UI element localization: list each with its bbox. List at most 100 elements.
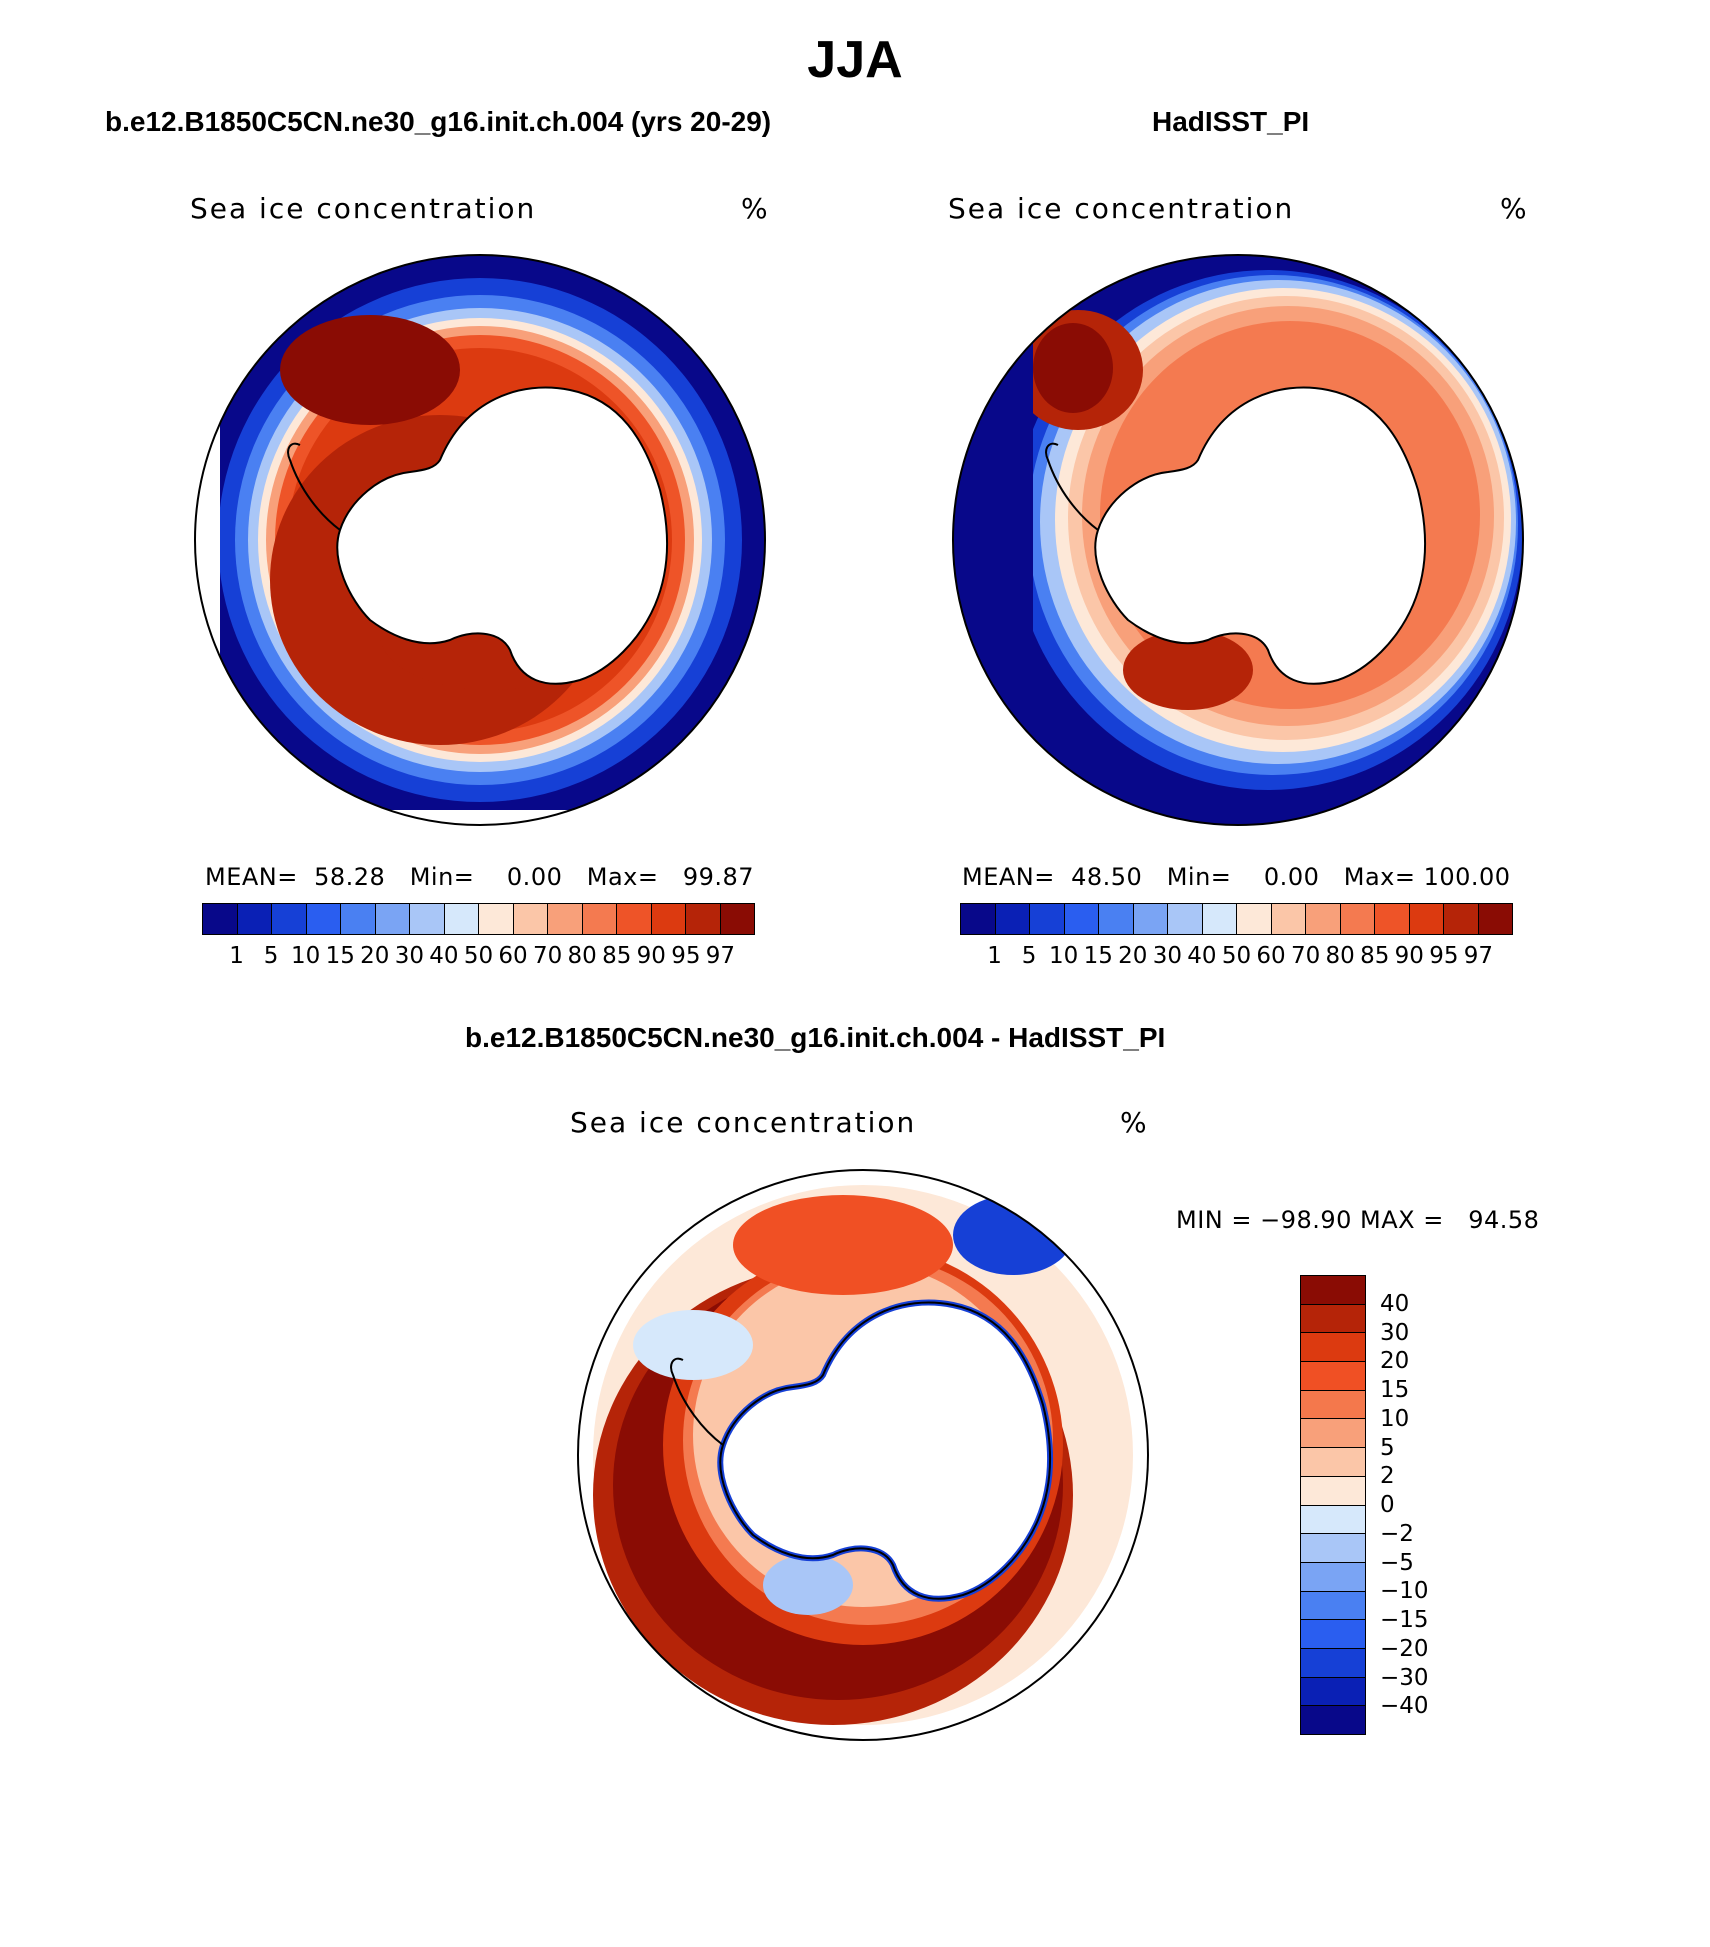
right-colorbar-tick-label: 60: [1256, 943, 1286, 969]
diff-colorbar-swatch: [1301, 1562, 1365, 1592]
right-stats: MEAN= 48.50 Min= 0.00 Max= 100.00: [962, 863, 1511, 891]
diff-colorbar-tick-label: 30: [1380, 1319, 1410, 1346]
right-polar-map: [952, 254, 1524, 826]
right-colorbar-swatch: [995, 904, 1030, 934]
left-colorbar-tick-label: 95: [671, 943, 701, 969]
left-colorbar-swatch: [444, 904, 479, 934]
right-colorbar-tick-label: 15: [1083, 943, 1113, 969]
right-colorbar-tick-label: 95: [1429, 943, 1459, 969]
left-variable-label: Sea ice concentration: [190, 192, 537, 225]
right-colorbar-tick-label: 30: [1152, 943, 1183, 969]
right-colorbar-swatch: [1478, 904, 1512, 934]
left-colorbar-tick-label: 30: [394, 943, 425, 969]
left-colorbar-tick-label: 40: [429, 943, 459, 969]
diff-colorbar-swatch: [1301, 1362, 1365, 1391]
diff-colorbar-tick-label: −15: [1380, 1607, 1429, 1633]
diff-colorbar-tick-label: −40: [1380, 1693, 1429, 1720]
left-colorbar-tick-label: 1: [229, 943, 244, 969]
right-unit-label: %: [1500, 192, 1527, 225]
left-colorbar-swatch: [203, 904, 238, 934]
right-colorbar: [960, 903, 1513, 935]
diff-colorbar-tick-label: 40: [1380, 1290, 1410, 1317]
right-colorbar-tick-label: 80: [1325, 943, 1355, 969]
diff-colorbar: [1300, 1275, 1366, 1735]
diff-colorbar-tick-label: 0: [1380, 1492, 1395, 1518]
diff-colorbar-swatch: [1301, 1648, 1365, 1678]
diff-colorbar-swatch: [1301, 1448, 1365, 1477]
diff-colorbar-tick-label: −30: [1380, 1664, 1429, 1691]
diff-colorbar-swatch: [1301, 1419, 1365, 1449]
left-colorbar-swatch: [720, 904, 754, 934]
right-colorbar-swatch: [1133, 904, 1168, 934]
diff-colorbar-tick-label: 5: [1380, 1434, 1395, 1461]
right-colorbar-tick-label: 20: [1118, 943, 1148, 969]
diff-colorbar-swatch: [1301, 1333, 1365, 1363]
diff-unit-label: %: [1120, 1106, 1147, 1139]
diff-colorbar-swatch: [1301, 1276, 1365, 1305]
left-colorbar-swatch: [651, 904, 686, 934]
left-colorbar-tick-label: 20: [360, 943, 390, 969]
left-colorbar-tick-label: 5: [263, 943, 279, 969]
diff-colorbar-swatch: [1301, 1390, 1365, 1420]
right-colorbar-swatch: [1237, 904, 1272, 934]
right-panel-title: HadISST_PI: [1152, 106, 1310, 137]
left-colorbar-swatch: [375, 904, 410, 934]
diff-colorbar-swatch: [1301, 1677, 1365, 1707]
right-variable-label: Sea ice concentration: [948, 192, 1295, 225]
right-colorbar-tick-label: 97: [1463, 943, 1494, 969]
left-colorbar-swatch: [237, 904, 272, 934]
right-colorbar-ticks: 1 5 10 15 20 30 40 50 60 70 80 85 90 95 97: [960, 943, 1513, 973]
figure-title: JJA: [807, 31, 903, 89]
diff-colorbar-tick-label: −10: [1380, 1578, 1429, 1605]
right-colorbar-swatch: [1271, 904, 1306, 934]
right-colorbar-tick-label: 5: [1021, 943, 1037, 969]
right-colorbar-swatch: [1030, 904, 1065, 934]
left-stats: MEAN= 58.28 Min= 0.00 Max= 99.87: [205, 863, 755, 891]
right-colorbar-swatch: [1444, 904, 1479, 934]
diff-colorbar-tick-label: 15: [1380, 1377, 1410, 1403]
diff-colorbar-swatch: [1301, 1476, 1365, 1506]
diff-colorbar-swatch: [1301, 1304, 1365, 1334]
diff-colorbar-tick-label: 2: [1380, 1463, 1395, 1490]
diff-colorbar-swatch: [1301, 1620, 1365, 1649]
left-colorbar-tick-label: 70: [532, 943, 563, 969]
left-colorbar-swatch: [548, 904, 583, 934]
diff-colorbar-ticks: 40 30 20 15 10 5 2 0 −2 −5 −10 −15 −20 −30 −40: [1380, 1275, 1460, 1735]
right-colorbar-tick-label: 90: [1394, 943, 1424, 969]
right-colorbar-tick-label: 85: [1360, 943, 1390, 969]
right-colorbar-swatch: [1099, 904, 1134, 934]
diff-colorbar-swatch: [1301, 1505, 1365, 1535]
diff-colorbar-tick-label: −20: [1380, 1635, 1429, 1662]
diff-panel-title: b.e12.B1850C5CN.ne30_g16.init.ch.004 - H…: [465, 1022, 1166, 1053]
right-colorbar-swatch: [1168, 904, 1203, 934]
right-colorbar-swatch: [961, 904, 996, 934]
diff-colorbar-swatch: [1301, 1591, 1365, 1621]
right-colorbar-swatch: [1202, 904, 1237, 934]
left-colorbar-tick-label: 15: [325, 943, 355, 969]
diff-stats: MIN = −98.90 MAX = 94.58: [1176, 1206, 1540, 1234]
right-colorbar-swatch: [1306, 904, 1341, 934]
left-antarctica-outline: [336, 386, 668, 685]
diff-colorbar-swatch: [1301, 1706, 1365, 1734]
diff-colorbar-swatch: [1301, 1534, 1365, 1563]
right-colorbar-tick-label: 1: [987, 943, 1002, 969]
diff-colorbar-tick-label: 20: [1380, 1348, 1410, 1375]
right-antarctica-outline: [1094, 386, 1426, 685]
right-colorbar-swatch: [1064, 904, 1099, 934]
left-colorbar-tick-label: 97: [705, 943, 736, 969]
left-colorbar-swatch: [513, 904, 548, 934]
left-colorbar-ticks: 1 5 10 15 20 30 40 50 60 70 80 85 90 95 97: [202, 943, 755, 973]
left-polar-map: [194, 254, 766, 826]
right-colorbar-swatch: [1375, 904, 1410, 934]
left-unit-label: %: [741, 192, 768, 225]
diff-polar-map: [577, 1169, 1149, 1741]
left-colorbar-tick-label: 50: [463, 943, 494, 969]
right-colorbar-tick-label: 10: [1049, 943, 1079, 969]
left-colorbar-swatch: [617, 904, 652, 934]
left-panel-title: b.e12.B1850C5CN.ne30_g16.init.ch.004 (yr…: [105, 106, 772, 137]
right-colorbar-swatch: [1409, 904, 1444, 934]
right-colorbar-tick-label: 70: [1290, 943, 1321, 969]
left-colorbar-tick-label: 10: [291, 943, 321, 969]
diff-variable-label: Sea ice concentration: [570, 1106, 917, 1139]
right-colorbar-swatch: [1340, 904, 1375, 934]
